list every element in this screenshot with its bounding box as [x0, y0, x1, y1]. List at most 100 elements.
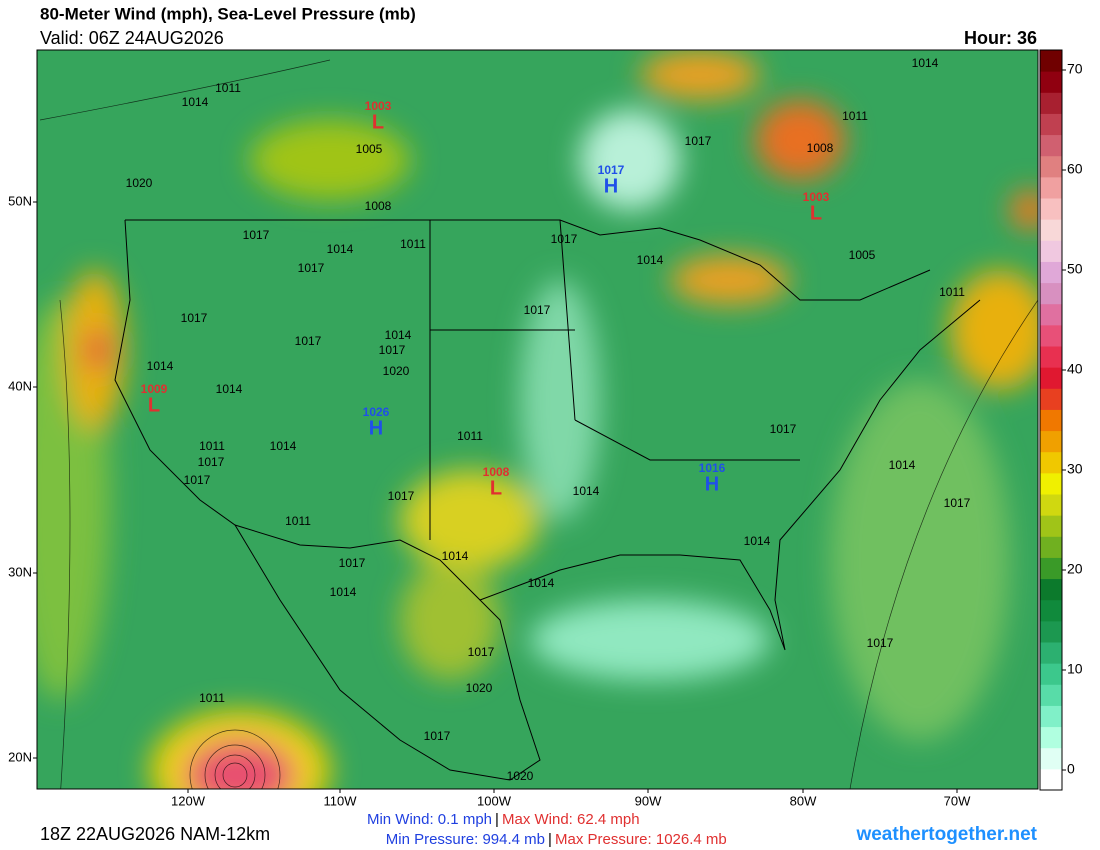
isobar-label: 1017	[468, 645, 495, 659]
lat-label: 50N	[8, 193, 32, 208]
colorbar-segment	[1040, 494, 1062, 516]
lon-label: 120W	[171, 793, 206, 808]
colorbar-label: 30	[1067, 461, 1083, 477]
isobar-label: 1017	[184, 473, 211, 487]
isobar-label: 1014	[912, 56, 939, 70]
center-letter: H	[604, 175, 618, 197]
colorbar-segment	[1040, 388, 1062, 410]
center-value: 1008	[483, 465, 510, 479]
colorbar-segment	[1040, 599, 1062, 622]
isobar-label: 1014	[637, 253, 664, 267]
valid-time: Valid: 06Z 24AUG2026	[40, 28, 224, 48]
colorbar-segment	[1040, 409, 1062, 432]
colorbar-segment	[1040, 240, 1062, 262]
colorbar-segment	[1040, 198, 1062, 220]
map-field: 1011 1014 1020 1017 1017 1014 1011 1005 1008 1017…	[37, 50, 1038, 789]
colorbar-segment	[1040, 50, 1062, 72]
isobar-label: 1011	[842, 109, 868, 123]
colorbar-label: 50	[1067, 261, 1083, 277]
map-frame	[36, 49, 1039, 790]
colorbar-segment	[1040, 219, 1062, 241]
isobar-label: 1005	[849, 248, 876, 262]
colorbar-segment	[1040, 578, 1062, 601]
center-value: 1016	[699, 461, 726, 475]
isobar-label: 1011	[939, 285, 965, 299]
isobar-label: 1011	[457, 429, 483, 443]
isobar-label: 1017	[524, 303, 551, 317]
center-letter: L	[372, 111, 384, 133]
colorbar-segment	[1040, 705, 1062, 728]
isobar-label: 1014	[573, 484, 600, 498]
separator: |	[548, 831, 552, 848]
colorbar-segment	[1040, 684, 1062, 706]
max-wind: Max Wind: 62.4 mph	[502, 811, 640, 828]
colorbar-segment	[1040, 324, 1062, 347]
colorbar-segment	[1040, 557, 1062, 580]
isobar-label: 1014	[889, 458, 916, 472]
lon-label: 90W	[635, 793, 662, 808]
min-pressure: Min Pressure: 994.4 mb	[386, 831, 545, 848]
isobar-label: 1011	[215, 81, 241, 95]
colorbar-segment	[1040, 768, 1062, 791]
lat-label: 30N	[8, 564, 32, 579]
colorbar	[1040, 50, 1062, 791]
center-letter: L	[148, 394, 160, 416]
isobar-label: 1017	[551, 232, 578, 246]
separator: |	[495, 811, 499, 828]
center-value: 1003	[803, 190, 830, 204]
colorbar-segment	[1040, 282, 1062, 305]
colorbar-segment	[1040, 155, 1062, 178]
colorbar-label: 40	[1067, 361, 1083, 377]
colorbar-segment	[1040, 747, 1062, 770]
lon-label: 110W	[324, 793, 358, 808]
isobar-label: 1011	[199, 691, 225, 705]
colorbar-label: 60	[1067, 161, 1083, 177]
colorbar-segment	[1040, 515, 1062, 537]
center-letter: H	[369, 417, 383, 439]
isobar-label: 1017	[198, 455, 225, 469]
isobar-label: 1020	[466, 681, 493, 695]
isobar-label: 1017	[867, 636, 894, 650]
title: 80-Meter Wind (mph), Sea-Level Pressure …	[40, 4, 416, 23]
center-letter: L	[490, 477, 502, 499]
isobar-label: 1008	[807, 141, 834, 155]
colorbar-label: 0	[1067, 761, 1075, 777]
center-letter: H	[705, 473, 719, 495]
isobar-label: 1014	[327, 242, 354, 256]
colorbar-label: 70	[1067, 61, 1083, 77]
isobar-label: 1014	[744, 534, 771, 548]
colorbar-segment	[1040, 367, 1062, 389]
site-link[interactable]: weathertogether.net	[855, 824, 1037, 845]
isobar-label: 1014	[147, 359, 174, 373]
center-letter: L	[810, 202, 822, 224]
isobar-label: 1020	[507, 769, 534, 783]
max-pressure: Max Pressure: 1026.4 mb	[555, 831, 727, 848]
forecast-hour: Hour: 36	[964, 28, 1037, 48]
center-value: 1009	[141, 382, 168, 396]
colorbar-segment	[1040, 113, 1062, 136]
colorbar-segment	[1040, 346, 1062, 368]
colorbar-segment	[1040, 663, 1062, 685]
isobar-label: 1020	[126, 176, 153, 190]
colorbar-segment	[1040, 620, 1062, 643]
isobar-label: 1014	[442, 549, 469, 563]
colorbar-segment	[1040, 176, 1062, 199]
center-value: 1003	[365, 99, 392, 113]
colorbar-label: 20	[1067, 561, 1083, 577]
isobar-label: 1011	[400, 237, 426, 251]
isobar-label: 1017	[243, 228, 270, 242]
isobar-label: 1008	[365, 199, 392, 213]
isobar-label: 1011	[285, 514, 311, 528]
colorbar-segment	[1040, 726, 1062, 749]
isobar-label: 1017	[295, 334, 322, 348]
lat-label: 20N	[8, 749, 32, 764]
isobar-label: 1014	[330, 585, 357, 599]
isobar-label: 1017	[424, 729, 451, 743]
isobar-label: 1014	[528, 576, 555, 590]
colorbar-segment	[1040, 92, 1062, 114]
isobar-label: 1020	[383, 364, 410, 378]
center-value: 1026	[363, 405, 390, 419]
isobar-label: 1017	[388, 489, 415, 503]
lon-label: 80W	[790, 793, 817, 808]
